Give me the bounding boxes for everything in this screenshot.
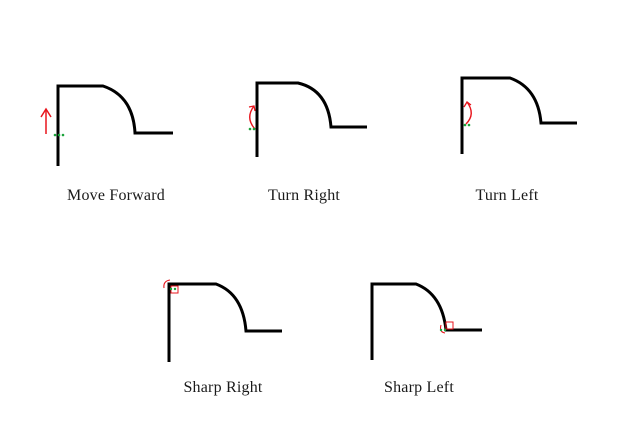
panel-sharp-left <box>370 282 482 360</box>
panel-turn-left <box>460 76 577 154</box>
road-path <box>460 76 577 154</box>
road-path <box>370 282 482 360</box>
curved-arrow-right-icon <box>248 105 256 130</box>
panel-sharp-right <box>163 279 282 362</box>
panel-move-forward <box>40 84 173 166</box>
caption-sharp-right: Sharp Right <box>183 379 263 396</box>
curved-arrow-left-icon <box>463 101 472 125</box>
caption-sharp-left: Sharp Left <box>384 379 454 396</box>
road-path <box>56 84 173 166</box>
road-path <box>167 282 282 362</box>
road-path <box>255 81 367 157</box>
position-marker <box>248 127 256 131</box>
caption-turn-left: Turn Left <box>475 187 539 204</box>
up-arrow-icon <box>40 107 52 134</box>
panel-turn-right <box>248 81 367 157</box>
caption-move-forward: Move Forward <box>67 187 165 204</box>
position-marker <box>169 287 177 291</box>
position-marker <box>439 328 447 332</box>
caption-turn-right: Turn Right <box>267 187 341 204</box>
position-marker <box>53 133 65 137</box>
position-marker <box>463 123 471 127</box>
corner-turn-right-icon <box>163 279 179 294</box>
